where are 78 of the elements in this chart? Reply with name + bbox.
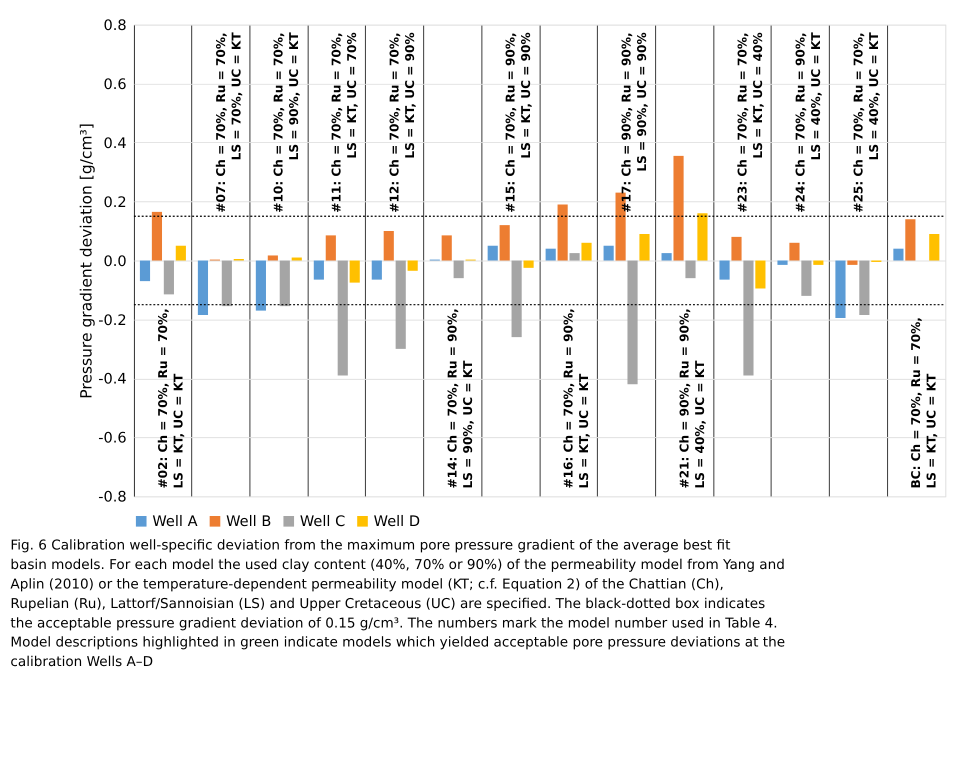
bar <box>731 236 742 260</box>
legend-label: Well B <box>226 513 272 530</box>
bar <box>314 260 324 280</box>
annotation: #25: Ch = 70%, Ru = 70%, LS = 40%, UC = KT <box>851 32 881 213</box>
bar <box>893 248 904 260</box>
bar <box>673 156 684 260</box>
bar <box>408 260 418 271</box>
bar <box>256 260 266 311</box>
bar <box>488 246 498 260</box>
bar <box>396 260 406 349</box>
bar <box>847 260 858 265</box>
y-tick-label: 0.0 <box>104 252 127 270</box>
bar <box>454 260 464 278</box>
bar <box>558 204 568 260</box>
bar <box>326 235 336 260</box>
bar <box>755 260 766 288</box>
y-axis-title: Pressure gradient deviation [g/cm³] <box>77 123 96 399</box>
bar <box>512 260 522 338</box>
y-tick-label: -0.8 <box>98 488 127 506</box>
annotation: #02: Ch = 70%, Ru = 70%, LS = KT, UC = KT <box>156 308 186 489</box>
y-tick-label: -0.4 <box>98 370 127 388</box>
legend-label: Well A <box>152 513 198 530</box>
bar <box>929 234 940 260</box>
bar <box>546 248 556 260</box>
annotation: #24: Ch = 70%, Ru = 90%, LS = 40%, UC = KT <box>793 32 823 213</box>
bar <box>835 260 846 318</box>
y-tick-label: -0.2 <box>98 312 127 329</box>
bar <box>604 246 614 260</box>
bar <box>639 234 650 260</box>
bar <box>140 260 150 282</box>
bar <box>350 260 360 283</box>
bar <box>813 260 824 265</box>
y-tick-label: 0.8 <box>104 16 127 34</box>
bar <box>581 242 592 260</box>
legend-label: Well C <box>300 513 346 530</box>
bar <box>176 246 186 260</box>
annotation: #15: Ch = 70%, Ru = 90%, LS = KT, UC = 90% <box>504 32 534 213</box>
annotation: #11: Ch = 70%, Ru = 70%, LS = KT, UC = 70% <box>330 32 360 213</box>
bar <box>164 260 174 294</box>
bar <box>685 260 696 278</box>
bar <box>789 242 800 260</box>
y-tick-label: 0.2 <box>104 194 127 211</box>
bar <box>627 260 638 384</box>
y-tick-label: -0.6 <box>98 430 127 447</box>
y-tick-label: 0.4 <box>104 134 127 152</box>
annotation: #21: Ch = 90%, Ru = 90%, LS = 40%, UC = KT <box>677 308 707 489</box>
bar <box>905 219 916 260</box>
bar <box>222 260 232 306</box>
bar <box>280 260 290 306</box>
annotation: #14: Ch = 70%, Ru = 90%, LS = 90%, UC = KT <box>446 308 476 489</box>
bar <box>719 260 730 280</box>
annotation: #16: Ch = 70%, Ru = 90%, LS = KT, UC = KT <box>561 308 592 489</box>
annotation: #07: Ch = 70%, Ru = 70%, LS = 70%, UC = KT <box>214 32 244 213</box>
bar <box>372 260 382 280</box>
bar <box>743 260 754 376</box>
annotation: #23: Ch = 70%, Ru = 70%, LS = KT, UC = 40% <box>735 32 765 213</box>
bar <box>268 255 278 260</box>
bar <box>442 235 452 260</box>
annotation: BC: Ch = 70%, Ru = 70%, LS = KT, UC = KT <box>909 317 939 489</box>
y-tick-label: 0.6 <box>104 76 127 93</box>
bar <box>292 258 302 260</box>
annotation: #17: Ch = 90%, Ru = 90%, LS = 90%, UC = 90% <box>619 32 649 213</box>
bar <box>801 260 812 296</box>
annotation: #10: Ch = 70%, Ru = 70%, LS = 90%, UC = KT <box>272 32 302 213</box>
bar <box>777 260 788 265</box>
bar <box>570 253 580 260</box>
bar <box>500 225 510 260</box>
bar <box>198 260 208 316</box>
bar <box>384 230 394 260</box>
annotation: #12: Ch = 70%, Ru = 70%, LS = KT, UC = 90% <box>388 32 418 213</box>
bar <box>338 260 348 376</box>
bar <box>662 253 672 260</box>
legend-label: Well D <box>374 513 420 530</box>
bar <box>697 213 708 260</box>
bar <box>152 212 162 260</box>
bar <box>524 260 534 268</box>
bar <box>859 260 870 316</box>
caption: Fig. 6 Calibration well-specific deviation from the maximum pore pressure gradient of the average best fit basin models. For each model the used clay content (40%, 70% or 90%) of the permeability model from Yang and Aplin (2010) or the temperature-dependent permeability model (KT; c.f. Equation 2) of the Chattian (Ch), Rupelian (Ru), Lattorf/Sannoisian (LS) and Upper Cretaceous (UC) are specified. The black-dotted box indicates the acceptable pressure gradient deviation of 0.15 g/cm³. The numbers mark the model number used in Table 4. Model descriptions highlighted in green indicate models which yielded acceptable pore pressure deviations at the calibration Wells A–D <box>10 538 786 670</box>
